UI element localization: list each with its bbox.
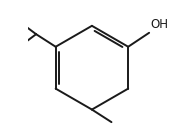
Text: OH: OH [151, 18, 168, 31]
